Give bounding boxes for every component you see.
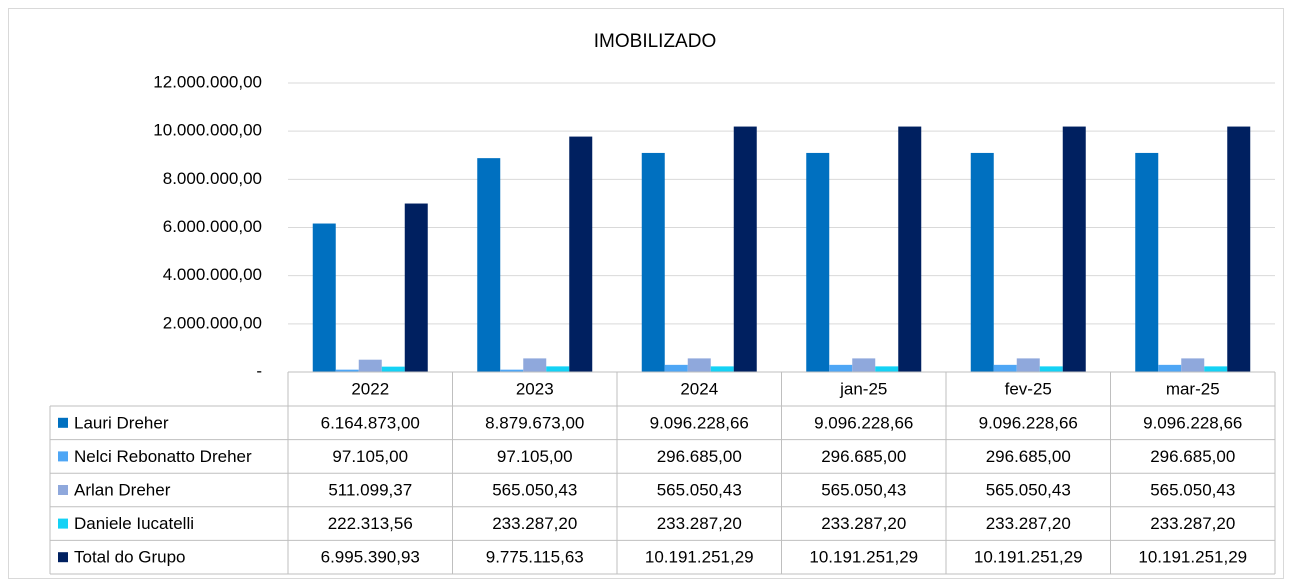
bar (733, 126, 757, 372)
table-cell: 565.050,43 (986, 480, 1071, 499)
bar (1135, 152, 1159, 372)
y-tick-label: 6.000.000,00 (163, 217, 262, 236)
table-cell: 296.685,00 (986, 447, 1071, 466)
bar (1204, 366, 1228, 372)
bar (829, 364, 853, 372)
x-tick-label: mar-25 (1166, 379, 1220, 398)
table-cell: 511.099,37 (328, 480, 412, 499)
x-tick-label: 2023 (516, 379, 554, 398)
table-cell: 10.191.251,29 (974, 548, 1083, 567)
table-cell: 9.096.228,66 (814, 413, 913, 432)
y-tick-label: 2.000.000,00 (163, 313, 262, 332)
table-cell: 10.191.251,29 (1138, 548, 1247, 567)
table-cell: 565.050,43 (657, 480, 742, 499)
bar (1016, 358, 1040, 372)
bar (898, 126, 922, 372)
table-cell: 97.105,00 (332, 447, 408, 466)
legend-label: Lauri Dreher (74, 413, 169, 432)
bar (1158, 364, 1182, 372)
table-cell: 233.287,20 (821, 514, 906, 533)
table-cell: 9.096.228,66 (650, 413, 749, 432)
legend-label: Daniele Iucatelli (74, 514, 194, 533)
table-cell: 565.050,43 (1150, 480, 1235, 499)
bar (569, 136, 593, 372)
y-tick-label: 12.000.000,00 (153, 72, 262, 91)
bar (381, 366, 405, 372)
legend-key (58, 417, 68, 428)
legend-key (58, 518, 68, 529)
y-tick-label: 4.000.000,00 (163, 265, 262, 284)
bar (1039, 366, 1063, 372)
bar (358, 359, 382, 372)
y-tick-label: 8.000.000,00 (163, 169, 262, 188)
table-cell: 296.685,00 (1150, 447, 1235, 466)
bar (687, 358, 711, 372)
legend-label: Nelci Rebonatto Dreher (74, 447, 252, 466)
x-tick-label: jan-25 (839, 379, 887, 398)
table-cell: 233.287,20 (986, 514, 1071, 533)
bar (641, 152, 665, 372)
table-cell: 233.287,20 (492, 514, 577, 533)
bar (875, 366, 899, 372)
table-cell: 6.995.390,93 (321, 548, 420, 567)
table-cell: 296.685,00 (821, 447, 906, 466)
y-tick-label: 10.000.000,00 (153, 121, 262, 140)
table-cell: 233.287,20 (657, 514, 742, 533)
x-tick-label: 2024 (680, 379, 718, 398)
legend-label: Total do Grupo (74, 548, 186, 567)
legend-key (58, 451, 68, 462)
table-cell: 565.050,43 (821, 480, 906, 499)
bar (335, 369, 359, 372)
bar (1181, 358, 1205, 372)
x-tick-label: 2022 (351, 379, 389, 398)
table-cell: 565.050,43 (492, 480, 577, 499)
bar (477, 158, 501, 372)
bar (500, 369, 524, 372)
table-cell: 8.879.673,00 (485, 413, 584, 432)
table-cell: 296.685,00 (657, 447, 742, 466)
bar (710, 366, 734, 372)
table-cell: 10.191.251,29 (809, 548, 918, 567)
legend-label: Arlan Dreher (74, 480, 171, 499)
table-cell: 97.105,00 (497, 447, 573, 466)
bar (852, 358, 876, 372)
table-cell: 233.287,20 (1150, 514, 1235, 533)
x-tick-label: fev-25 (1005, 379, 1052, 398)
table-cell: 10.191.251,29 (645, 548, 754, 567)
table-cell: 9.096.228,66 (1143, 413, 1242, 432)
table-cell: 222.313,56 (328, 514, 413, 533)
table-cell: 6.164.873,00 (321, 413, 420, 432)
bar (1062, 126, 1086, 372)
table-cell: 9.775.115,63 (486, 548, 584, 567)
table-cell: 9.096.228,66 (979, 413, 1078, 432)
bar (404, 203, 428, 372)
bar (970, 152, 994, 372)
legend-key (58, 485, 68, 495)
bar (546, 366, 570, 372)
legend-key (58, 552, 68, 563)
y-tick-label: - (256, 361, 262, 380)
bar (664, 364, 688, 372)
bar (806, 152, 830, 372)
chart-title: IMOBILIZADO (594, 31, 716, 52)
bar (312, 223, 336, 372)
bar (993, 364, 1017, 372)
bar (523, 358, 547, 372)
bar (1227, 126, 1251, 372)
